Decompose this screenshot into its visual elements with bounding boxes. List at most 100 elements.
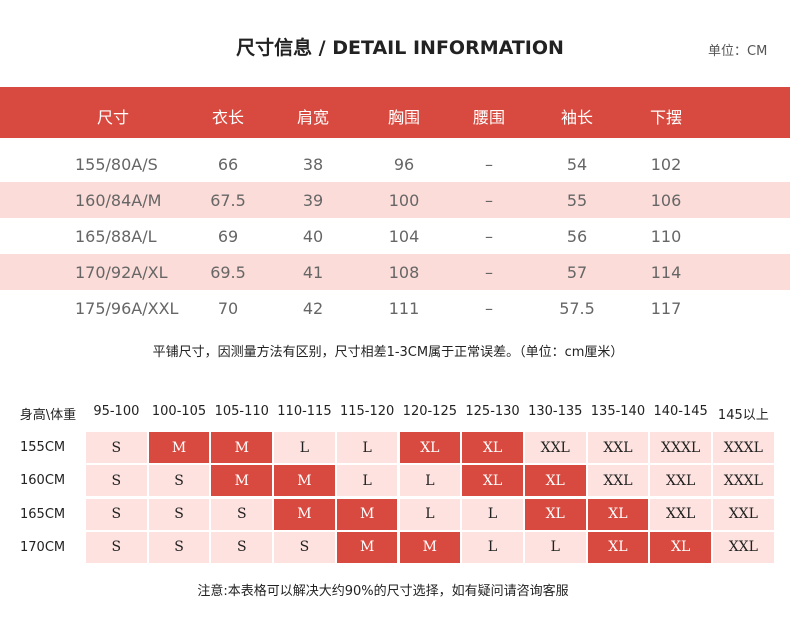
fit-column-header: 身高\体重 — [19, 408, 77, 423]
column-header: 下摆 — [649, 108, 683, 127]
size-cell: 114 — [650, 263, 682, 282]
size-cell: 42 — [302, 299, 324, 318]
size-cell: 110 — [650, 227, 682, 246]
size-cell: 100 — [388, 191, 420, 210]
fit-cell: XL — [587, 531, 649, 563]
fit-cell: L — [462, 531, 523, 563]
size-cell: 66 — [217, 155, 239, 174]
size-cell: 104 — [388, 227, 420, 246]
fit-cell: XL — [524, 498, 586, 530]
fit-cell: S — [148, 531, 210, 563]
fit-column-header: 105-110 — [214, 404, 269, 419]
fit-cell: M — [274, 498, 335, 530]
size-cell: – — [485, 299, 493, 318]
size-cell: – — [485, 263, 493, 282]
size-cell: 70 — [217, 299, 239, 318]
size-cell: 106 — [650, 191, 682, 210]
fit-column-header: 115-120 — [339, 404, 395, 419]
fit-column-header: 100-105 — [151, 404, 207, 419]
size-cell: 41 — [302, 263, 324, 282]
fit-column-header: 95-100 — [93, 404, 140, 419]
size-cell: 69 — [217, 227, 239, 246]
note: 平铺尺寸，因测量方法有区别，尺寸相差1-3CM属于正常误差。（单位：cm厘米） — [152, 345, 624, 360]
height-label: 170CM — [20, 539, 66, 555]
fit-cell: S — [211, 498, 273, 530]
height-label: 155CM — [20, 440, 66, 455]
fit-cell: M — [211, 465, 273, 497]
fit-column-header: 145以上 — [717, 408, 769, 423]
fit-cell: XXXL — [713, 465, 774, 497]
size-cell: 175/96A/XXL — [75, 299, 179, 318]
fit-cell: XXL — [713, 498, 774, 530]
fit-cell: S — [86, 498, 147, 530]
size-cell: 111 — [388, 299, 420, 318]
size-cell: – — [485, 155, 493, 174]
column-header: 尺寸 — [96, 108, 130, 127]
fit-cell: M — [336, 531, 398, 563]
size-cell: 102 — [650, 155, 682, 174]
fit-cell: XXL — [650, 498, 711, 530]
column-header: 腰围 — [472, 108, 506, 127]
footer-note: 注意:本表格可以解决大约90%的尺寸选择，如有疑问请咨询客服 — [197, 584, 569, 599]
size-cell: 165/88A/L — [75, 227, 157, 246]
fit-cell: L — [336, 432, 398, 463]
size-cell: 170/92A/XL — [75, 263, 168, 282]
fit-cell: L — [462, 498, 523, 530]
title: 尺寸信息 / DETAIL INFORMATION — [236, 37, 564, 59]
size-cell: 40 — [302, 227, 324, 246]
size-cell: – — [485, 191, 493, 210]
fit-cell: S — [211, 531, 273, 563]
unit: 单位：CM — [708, 44, 768, 59]
fit-cell: S — [86, 531, 147, 563]
fit-cell: XXXL — [650, 432, 711, 463]
fit-cell: L — [274, 432, 335, 463]
fit-cell: L — [336, 465, 398, 497]
fit-cell: XXL — [650, 465, 711, 497]
fit-column-header: 140-145 — [653, 404, 708, 419]
fit-cell: XXL — [587, 432, 649, 463]
size-cell: 155/80A/S — [75, 155, 158, 174]
fit-cell: M — [336, 498, 398, 530]
column-header: 肩宽 — [296, 108, 330, 127]
size-cell: 56 — [566, 227, 588, 246]
column-header: 衣长 — [211, 108, 245, 127]
fit-cell: XL — [524, 465, 586, 497]
size-cell: 54 — [566, 155, 588, 174]
fit-cell: XL — [399, 432, 461, 463]
size-cell: 39 — [302, 191, 324, 210]
column-header: 袖长 — [560, 108, 594, 127]
fit-cell: S — [86, 432, 147, 463]
fit-column-header: 135-140 — [590, 404, 646, 419]
fit-cell: M — [148, 432, 210, 463]
fit-cell: M — [274, 465, 335, 497]
fit-cell: S — [148, 498, 210, 530]
size-cell: 108 — [388, 263, 420, 282]
height-label: 165CM — [20, 506, 66, 522]
size-cell: 57.5 — [559, 299, 595, 318]
fit-cell: XXXL — [713, 432, 774, 463]
fit-cell: XL — [587, 498, 649, 530]
fit-cell: M — [211, 432, 273, 463]
fit-column-header: 110-115 — [277, 404, 332, 419]
size-cell: 38 — [302, 155, 324, 174]
size-cell: 69.5 — [210, 263, 246, 282]
fit-cell: S — [274, 531, 335, 563]
row-band — [0, 182, 790, 218]
header-band — [0, 87, 790, 138]
fit-cell: XL — [462, 432, 523, 463]
size-cell: 96 — [393, 155, 415, 174]
size-cell: 57 — [566, 263, 588, 282]
fit-column-header: 130-135 — [528, 404, 583, 419]
fit-cell: L — [524, 531, 586, 563]
fit-cell: S — [148, 465, 210, 497]
fit-cell: XL — [650, 531, 711, 563]
fit-cell: XL — [462, 465, 523, 497]
fit-cell: XXL — [524, 432, 586, 463]
fit-cell: S — [86, 465, 147, 497]
fit-cell: L — [399, 498, 461, 530]
size-cell: – — [485, 227, 493, 246]
size-cell: 160/84A/M — [75, 191, 162, 210]
fit-column-header: 120-125 — [402, 404, 458, 419]
fit-column-header: 125-130 — [465, 404, 520, 419]
fit-cell: L — [399, 465, 461, 497]
